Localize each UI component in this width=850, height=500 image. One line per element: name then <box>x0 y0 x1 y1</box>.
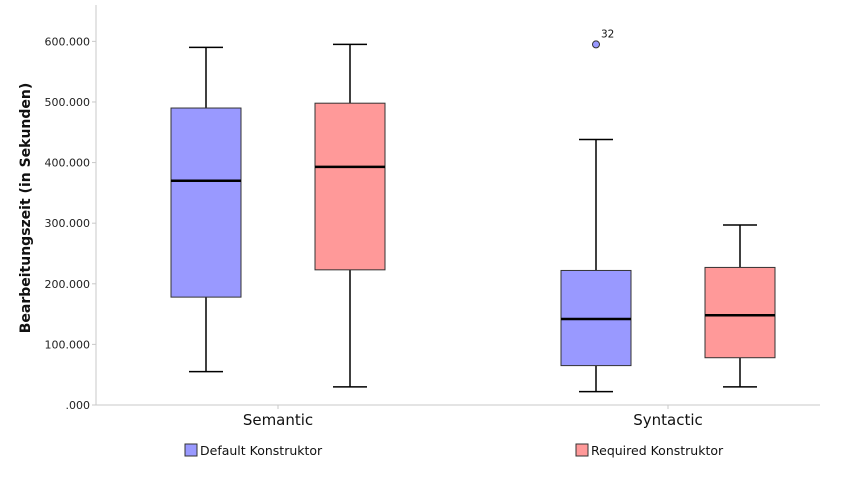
outlier-point <box>592 40 600 49</box>
outlier-label: 32 <box>601 28 614 40</box>
legend-label: Default Konstruktor <box>200 443 323 458</box>
y-tick-label: 500.000 <box>45 96 91 109</box>
x-category-label: Semantic <box>243 411 313 429</box>
legend-item: Required Konstruktor <box>575 443 724 458</box>
legend-swatch <box>184 443 198 457</box>
box-default-konstruktor-semantic <box>170 46 242 373</box>
y-tick-label: 600.000 <box>45 35 91 48</box>
boxes: 32 <box>170 28 776 393</box>
y-tick-label: .000 <box>66 399 91 412</box>
y-tick-label: 200.000 <box>45 278 91 291</box>
plot-frame <box>95 5 820 406</box>
y-tick-label: 100.000 <box>45 338 91 351</box>
box-default-konstruktor-syntactic: 32 <box>560 28 632 393</box>
legend-label: Required Konstruktor <box>591 443 724 458</box>
y-axis-title: Bearbeitungszeit (in Sekunden) <box>18 83 34 334</box>
box-required-konstruktor-syntactic <box>704 224 776 388</box>
x-category-label: Syntactic <box>633 411 703 429</box>
x-axis: Semantic Syntactic <box>243 405 703 429</box>
box-required-konstruktor-semantic <box>314 43 386 388</box>
iqr-box <box>314 102 386 271</box>
legend-item: Default Konstruktor <box>184 443 323 458</box>
legend: Default Konstruktor Required Konstruktor <box>184 443 724 458</box>
legend-swatch <box>575 443 589 457</box>
y-tick-label: 300.000 <box>45 217 91 230</box>
iqr-box <box>704 266 776 359</box>
iqr-box <box>170 107 242 298</box>
y-tick-label: 400.000 <box>45 157 91 170</box>
y-axis: .000 100.000 200.000 300.000 400.000 500.000 6… <box>45 35 96 412</box>
